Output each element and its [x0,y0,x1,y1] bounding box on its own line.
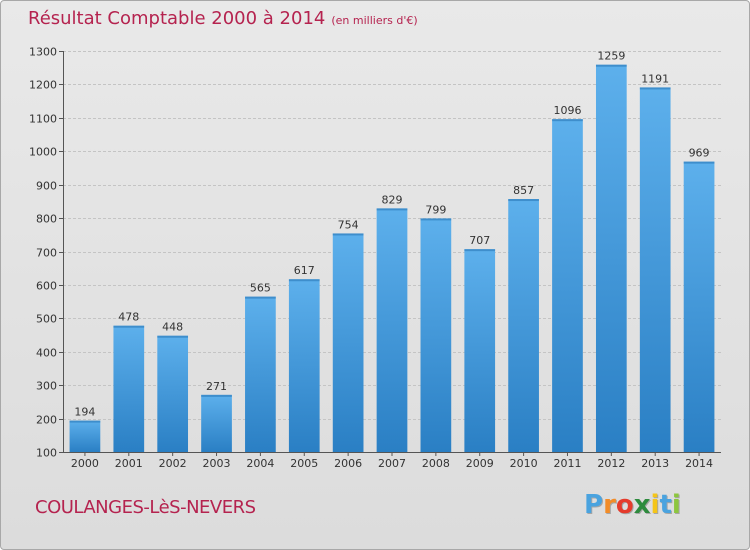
bar-2013 [639,87,671,452]
bar-2010 [508,199,539,452]
bar-top-edge [201,394,232,397]
bar-value-label: 271 [206,380,227,393]
axes [59,51,721,456]
x-tick-label: 2006 [334,457,362,470]
bar-2012 [595,64,627,452]
bar-2008 [420,218,452,452]
x-tick-label: 2007 [378,457,406,470]
bar-top-edge [552,119,583,122]
y-tick-label: 1100 [29,113,57,126]
x-tick-label: 2011 [553,457,581,470]
bar-value-label: 754 [338,218,359,231]
x-tick-label: 2013 [641,457,669,470]
logo-letter: i [671,490,681,520]
chart-title: Résultat Comptable 2000 à 2014 (en millie… [28,8,418,29]
bar-2001 [113,325,145,452]
logo-letter: t [659,490,672,520]
bar-value-label: 478 [118,311,139,324]
x-tick-label: 2002 [159,457,187,470]
x-tick-label: 2009 [466,457,494,470]
bar-top-edge [639,87,671,90]
y-tick-label: 900 [36,180,57,193]
bar-2011 [552,119,583,453]
logo-letter: o [615,490,634,520]
bar-top-edge [420,218,452,221]
bars [69,64,715,453]
bar-top-edge [69,420,101,423]
bar-2003 [201,394,232,452]
x-tick-label: 2005 [290,457,318,470]
chart-subtitle: (en milliers d'€) [331,14,418,27]
bar-2006 [332,233,364,452]
y-tick-label: 400 [36,347,57,360]
bar-top-edge [683,161,715,164]
bar-top-edge [595,64,627,67]
y-tick-label: 1200 [29,79,57,92]
x-tick-label: 2001 [115,457,143,470]
chart-title-text: Résultat Comptable 2000 à 2014 [28,8,326,29]
bar-value-label: 1191 [641,72,669,85]
y-tick-label: 300 [36,380,57,393]
commune-name: COULANGES-LèS-NEVERS [35,497,256,518]
y-tick-label: 1000 [29,146,57,159]
bar-value-label: 1096 [553,104,581,117]
bar-value-label: 1259 [597,50,625,63]
bar-2009 [464,249,496,452]
y-tick-label: 200 [36,414,57,427]
bar-top-edge [376,208,408,211]
bar-value-label: 617 [294,264,315,277]
x-tick-label: 2010 [510,457,538,470]
bar-2007 [376,208,408,452]
x-tick-label: 2003 [203,457,231,470]
y-tick-label: 500 [36,313,57,326]
bar-value-label: 194 [74,406,95,419]
bar-value-label: 799 [425,203,446,216]
logo-letter: P [584,490,604,520]
x-tick-label: 2014 [685,457,713,470]
y-tick-label: 700 [36,247,57,260]
x-tick-label: 2012 [597,457,625,470]
logo-letter: i [650,490,660,520]
bar-top-edge [157,335,189,338]
bar-value-label: 707 [469,234,490,247]
bar-2014 [683,161,715,452]
bar-top-edge [245,296,276,299]
proxiti-logo: Proxiti [584,490,681,520]
bar-value-label: 857 [513,184,534,197]
bar-2004 [245,296,276,452]
logo-letter: r [603,490,616,520]
y-tick-label: 100 [36,447,57,460]
bar-top-edge [332,233,364,236]
bar-top-edge [464,249,496,252]
logo-letter: x [633,490,651,520]
bar-value-label: 829 [382,193,403,206]
bar-top-edge [113,325,145,328]
bar-2005 [288,279,320,452]
bar-2002 [157,335,189,452]
x-tick-label: 2004 [246,457,274,470]
bar-2000 [69,420,101,452]
y-tick-label: 800 [36,213,57,226]
y-tick-label: 1300 [29,46,57,59]
y-tick-label: 600 [36,280,57,293]
bar-value-label: 448 [162,321,183,334]
x-tick-label: 2008 [422,457,450,470]
bar-top-edge [288,279,320,282]
x-tick-label: 2000 [71,457,99,470]
bar-value-label: 565 [250,282,271,295]
bar-top-edge [508,199,539,202]
bar-value-label: 969 [689,147,710,160]
labels: 100 200 300 400 500 600 700 800 900 1000 1100 1200 1… [29,46,713,471]
